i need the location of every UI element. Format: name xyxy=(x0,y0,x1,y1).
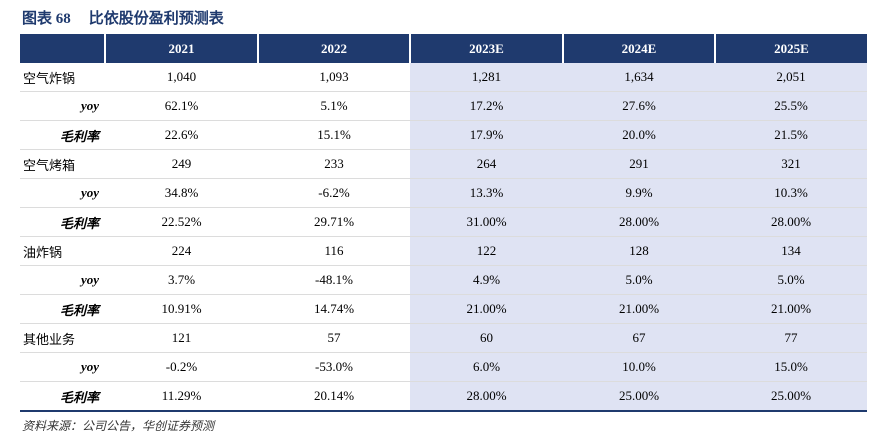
table-cell: 2,051 xyxy=(715,63,867,92)
column-header: 2024E xyxy=(563,34,716,63)
table-cell: 29.71% xyxy=(258,207,410,237)
figure-title-text: 比依股份盈利预测表 xyxy=(88,11,224,27)
table-cell: -6.2% xyxy=(258,178,410,208)
sub-row-label: 毛利率 xyxy=(20,294,105,324)
table-cell: 11.29% xyxy=(105,381,258,412)
table-cell: 249 xyxy=(105,149,258,179)
table-cell: 17.9% xyxy=(410,120,563,150)
profit-forecast-table: 2021 2022 2023E 2024E 2025E 空气炸锅 1,040 1,0… xyxy=(20,34,867,412)
table-row: 其他业务 121 57 60 67 77 xyxy=(20,323,867,353)
sub-row-label: 毛利率 xyxy=(20,120,105,150)
table-row: yoy -0.2% -53.0% 6.0% 10.0% 15.0% xyxy=(20,352,867,382)
sub-row-label: 毛利率 xyxy=(20,207,105,237)
table-cell: 57 xyxy=(258,323,410,353)
table-cell: 134 xyxy=(715,236,867,266)
table-cell: 321 xyxy=(715,149,867,179)
table-cell: 14.74% xyxy=(258,294,410,324)
table-cell: 15.1% xyxy=(258,120,410,150)
table-cell: 21.00% xyxy=(410,294,563,324)
table-header-row: 2021 2022 2023E 2024E 2025E xyxy=(20,34,867,63)
table-cell: 28.00% xyxy=(715,207,867,237)
segment-label: 空气烤箱 xyxy=(20,149,105,179)
table-row: 毛利率 22.52% 29.71% 31.00% 28.00% 28.00% xyxy=(20,207,867,237)
table-cell: 10.3% xyxy=(715,178,867,208)
table-cell: 67 xyxy=(563,323,715,353)
table-cell: 27.6% xyxy=(563,91,715,121)
table-cell: -0.2% xyxy=(105,352,258,382)
table-cell: 122 xyxy=(410,236,563,266)
table-cell: 20.0% xyxy=(563,120,715,150)
table-cell: 25.00% xyxy=(563,381,715,412)
table-cell: 10.91% xyxy=(105,294,258,324)
table-cell: 3.7% xyxy=(105,265,258,295)
table-row: 空气烤箱 249 233 264 291 321 xyxy=(20,149,867,179)
table-row: yoy 3.7% -48.1% 4.9% 5.0% 5.0% xyxy=(20,265,867,295)
table-cell: 62.1% xyxy=(105,91,258,121)
table-cell: 5.0% xyxy=(715,265,867,295)
table-cell: 121 xyxy=(105,323,258,353)
table-cell: 20.14% xyxy=(258,381,410,412)
figure-title: 图表 68 比依股份盈利预测表 xyxy=(22,6,224,32)
sub-row-label: 毛利率 xyxy=(20,381,105,412)
table-cell: 17.2% xyxy=(410,91,563,121)
table-cell: -53.0% xyxy=(258,352,410,382)
table-cell: 25.00% xyxy=(715,381,867,412)
table-cell: 6.0% xyxy=(410,352,563,382)
table-cell: 13.3% xyxy=(410,178,563,208)
table-cell: 10.0% xyxy=(563,352,715,382)
source-note: 资料来源：公司公告，华创证券预测 xyxy=(22,419,215,433)
table-row: yoy 34.8% -6.2% 13.3% 9.9% 10.3% xyxy=(20,178,867,208)
column-header xyxy=(20,34,106,63)
segment-label: 其他业务 xyxy=(20,323,105,353)
sub-row-label: yoy xyxy=(20,91,105,121)
table-cell: 22.6% xyxy=(105,120,258,150)
table-row: 毛利率 11.29% 20.14% 28.00% 25.00% 25.00% xyxy=(20,381,867,412)
table-row: yoy 62.1% 5.1% 17.2% 27.6% 25.5% xyxy=(20,91,867,121)
table-row: 毛利率 22.6% 15.1% 17.9% 20.0% 21.5% xyxy=(20,120,867,150)
table-cell: 291 xyxy=(563,149,715,179)
table-cell: -48.1% xyxy=(258,265,410,295)
table-cell: 28.00% xyxy=(410,381,563,412)
table-cell: 21.00% xyxy=(563,294,715,324)
table-cell: 15.0% xyxy=(715,352,867,382)
column-header: 2022 xyxy=(258,34,411,63)
sub-row-label: yoy xyxy=(20,352,105,382)
table-cell: 224 xyxy=(105,236,258,266)
table-cell: 21.5% xyxy=(715,120,867,150)
table-cell: 77 xyxy=(715,323,867,353)
table-row: 毛利率 10.91% 14.74% 21.00% 21.00% 21.00% xyxy=(20,294,867,324)
table-cell: 28.00% xyxy=(563,207,715,237)
table-cell: 1,634 xyxy=(563,63,715,92)
segment-label: 空气炸锅 xyxy=(20,63,105,92)
table-cell: 21.00% xyxy=(715,294,867,324)
table-cell: 1,281 xyxy=(410,63,563,92)
table-cell: 31.00% xyxy=(410,207,563,237)
table-cell: 1,040 xyxy=(105,63,258,92)
figure-label: 图表 68 xyxy=(22,11,71,27)
table-cell: 233 xyxy=(258,149,410,179)
table-cell: 9.9% xyxy=(563,178,715,208)
table-cell: 128 xyxy=(563,236,715,266)
table-cell: 4.9% xyxy=(410,265,563,295)
table-cell: 116 xyxy=(258,236,410,266)
table-cell: 264 xyxy=(410,149,563,179)
column-header: 2025E xyxy=(715,34,867,63)
table-cell: 25.5% xyxy=(715,91,867,121)
column-header: 2021 xyxy=(105,34,259,63)
column-header: 2023E xyxy=(410,34,564,63)
sub-row-label: yoy xyxy=(20,265,105,295)
table-row: 油炸锅 224 116 122 128 134 xyxy=(20,236,867,266)
table-cell: 22.52% xyxy=(105,207,258,237)
segment-label: 油炸锅 xyxy=(20,236,105,266)
table-cell: 1,093 xyxy=(258,63,410,92)
table-cell: 60 xyxy=(410,323,563,353)
table-cell: 5.0% xyxy=(563,265,715,295)
table-row: 空气炸锅 1,040 1,093 1,281 1,634 2,051 xyxy=(20,63,867,92)
table-cell: 5.1% xyxy=(258,91,410,121)
table-cell: 34.8% xyxy=(105,178,258,208)
sub-row-label: yoy xyxy=(20,178,105,208)
